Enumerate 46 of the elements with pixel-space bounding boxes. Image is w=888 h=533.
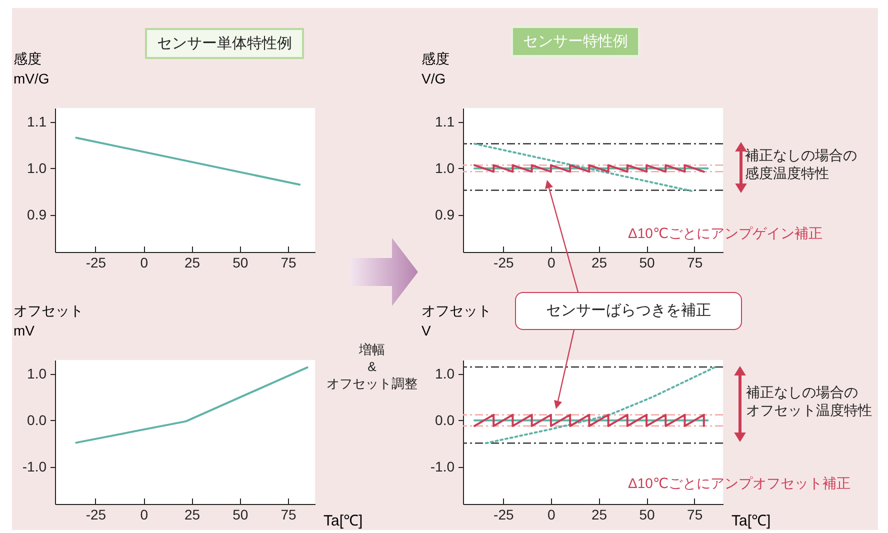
chart-title: センサー特性例 [511, 26, 640, 57]
x-tick-label: 0 [548, 254, 556, 270]
chart-title: センサー単体特性例 [145, 28, 304, 59]
y-tick-label: 0.0 [435, 412, 455, 428]
x-tick-label: 75 [687, 506, 703, 522]
x-tick-label: -25 [86, 506, 106, 522]
x-tick-label: 25 [591, 506, 608, 522]
text: 増幅 & オフセット調整 [326, 342, 418, 393]
x-axis-title: Ta[℃] [732, 512, 771, 530]
x-tick-label: 25 [184, 254, 200, 270]
y-axis-title: オフセット V [422, 302, 492, 338]
y-tick-label: 0.9 [27, 206, 47, 222]
x-tick-label: -25 [494, 254, 514, 270]
annotation: Δ10℃ごとにアンプゲイン補正 [628, 224, 823, 242]
x-tick-label: 0 [548, 506, 556, 522]
y-tick-label: 1.1 [27, 113, 47, 130]
x-tick-label: -25 [494, 506, 514, 522]
x-tick-label: -25 [86, 254, 106, 270]
text: 補正なしの場合のオフセット温度特性 [746, 383, 873, 420]
x-tick-label: 75 [687, 254, 703, 270]
text: 補正なしの場合の感度温度特性 [745, 146, 858, 182]
x-axis-title: Ta[℃] [324, 512, 363, 530]
y-tick-label: 1.0 [435, 160, 455, 176]
y-tick-label: 1.1 [435, 113, 455, 130]
annotation: Δ10℃ごとにアンプオフセット補正 [628, 474, 851, 492]
text: センサーばらつきを補正 [515, 292, 742, 330]
x-tick-label: 0 [140, 506, 148, 522]
x-tick-label: 50 [639, 506, 656, 522]
y-tick-label: 0.0 [27, 412, 47, 428]
x-tick-label: 25 [591, 254, 608, 270]
y-axis-title: 感度 V/G [422, 50, 450, 86]
y-tick-label: -1.0 [430, 458, 455, 474]
y-axis-title: 感度 mV/G [14, 50, 50, 86]
y-tick-label: 1.0 [27, 160, 47, 176]
x-tick-label: 0 [140, 254, 148, 270]
y-tick-label: 0.9 [435, 206, 455, 222]
y-tick-label: 1.0 [435, 365, 455, 382]
x-tick-label: 75 [280, 506, 297, 522]
y-axis-title: オフセット mV [14, 302, 84, 338]
x-tick-label: 75 [280, 254, 297, 270]
y-tick-label: -1.0 [22, 458, 47, 474]
y-tick-label: 1.0 [27, 365, 47, 382]
x-tick-label: 50 [232, 254, 248, 270]
x-tick-label: 25 [184, 506, 200, 522]
x-tick-label: 50 [232, 506, 248, 522]
x-tick-label: 50 [639, 254, 656, 270]
